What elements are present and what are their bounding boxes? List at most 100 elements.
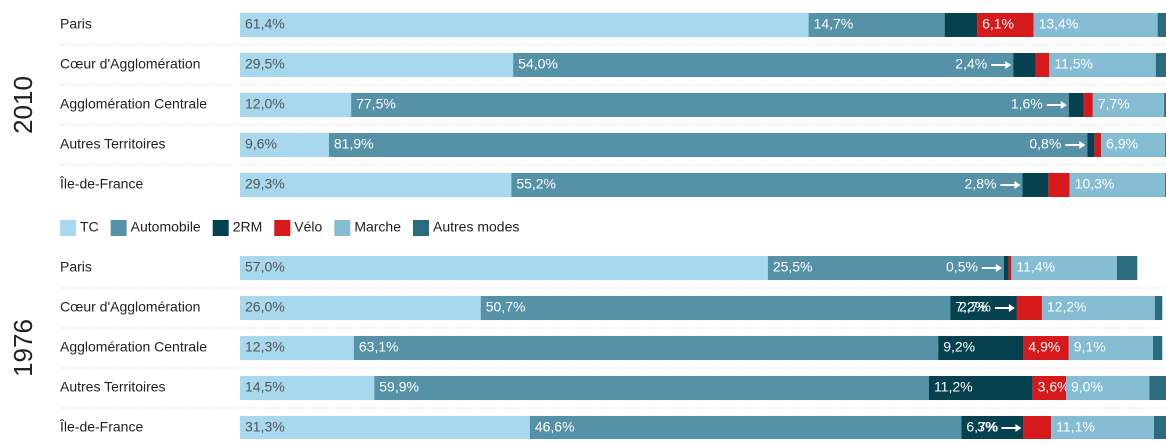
- bar-segment: [1049, 53, 1156, 77]
- category-label: Paris: [60, 259, 92, 275]
- value-label: 13,4%: [1039, 16, 1079, 32]
- label-arrowhead: [1014, 181, 1021, 189]
- value-label: 14,5%: [245, 379, 285, 395]
- bar-segment: [1023, 336, 1069, 360]
- bar-segment: [1087, 133, 1095, 157]
- bar-segment: [1069, 173, 1166, 197]
- bar-segment: [1003, 256, 1009, 280]
- bar-segment: [1155, 53, 1166, 77]
- value-label: 12,3%: [245, 339, 285, 355]
- value-label: 4,9%: [1028, 339, 1060, 355]
- category-label: Autres Territoires: [60, 136, 166, 152]
- value-label: 11,5%: [1054, 56, 1093, 72]
- bar-segment: [944, 13, 978, 37]
- value-label: 7,7%: [1098, 96, 1130, 112]
- bar-segment: [1149, 376, 1166, 400]
- bar-segment: [240, 296, 481, 320]
- bar-segment: [240, 53, 514, 77]
- bar-segment: [240, 93, 352, 117]
- bar-segment: [240, 256, 768, 280]
- bar-segment: [1065, 376, 1150, 400]
- value-label: 11,1%: [1056, 419, 1095, 435]
- value-label: 0,8%: [1029, 136, 1061, 152]
- year-label: 1976: [8, 319, 38, 377]
- bar-segment: [1008, 256, 1012, 280]
- legend-label: TC: [80, 219, 99, 235]
- value-label: 3,6%: [1038, 379, 1070, 395]
- bar-segment: [1032, 376, 1066, 400]
- value-label: 9,6%: [245, 136, 277, 152]
- value-label: 6,1%: [982, 16, 1014, 32]
- legend-swatch: [110, 220, 127, 236]
- bar-segment: [240, 416, 530, 440]
- value-label: 6,9%: [1106, 136, 1138, 152]
- bar-segment: [511, 173, 1023, 197]
- bar-segment: [240, 336, 354, 360]
- value-label: 9,2%: [943, 339, 975, 355]
- bar-segment: [1041, 296, 1155, 320]
- bar-segment: [1083, 93, 1093, 117]
- legend-label: 2RM: [233, 219, 263, 235]
- bar-segment: [1016, 296, 1042, 320]
- label-arrowhead: [1008, 304, 1015, 312]
- bar-segment: [1048, 173, 1070, 197]
- category-label: Autres Territoires: [60, 379, 166, 395]
- legend-label: Vélo: [294, 219, 322, 235]
- bar-segment: [1068, 93, 1084, 117]
- value-label: 81,9%: [334, 136, 374, 152]
- bar-segment: [1035, 53, 1050, 77]
- value-label: 54,0%: [518, 56, 558, 72]
- value-label: 55,2%: [516, 176, 556, 192]
- bar-segment: [1153, 416, 1166, 440]
- value-label: 29,3%: [245, 176, 285, 192]
- value-label: 2,8%: [965, 176, 997, 192]
- bar-segment: [1116, 256, 1138, 280]
- value-label: 3%: [977, 419, 997, 435]
- label-arrowhead: [1005, 61, 1012, 69]
- value-label: 14,7%: [814, 16, 854, 32]
- bar-segment: [240, 376, 375, 400]
- bar-segment: [1154, 296, 1163, 320]
- bar-segment: [240, 133, 329, 157]
- value-label: 1,6%: [1011, 96, 1043, 112]
- category-label: Île-de-France: [59, 176, 143, 192]
- value-label: 12,2%: [1047, 299, 1087, 315]
- legend-label: Marche: [354, 219, 401, 235]
- bar-segment: [1153, 336, 1163, 360]
- value-label: 12,0%: [245, 96, 285, 112]
- bar-segment: [977, 13, 1034, 37]
- value-label: 11,2%: [934, 379, 973, 395]
- bar-segment: [1164, 93, 1166, 117]
- bar-segment: [1051, 416, 1154, 440]
- bar-segment: [1033, 13, 1158, 37]
- category-label: Cœur d'Agglomération: [60, 299, 200, 315]
- value-label: 26,0%: [245, 299, 285, 315]
- value-label: 0,5%: [946, 259, 978, 275]
- value-label: 10,3%: [1075, 176, 1115, 192]
- value-label: 9,1%: [1074, 339, 1106, 355]
- legend-swatch: [413, 220, 429, 236]
- value-label: 46,6%: [535, 419, 575, 435]
- bar-segment: [928, 376, 1033, 400]
- label-arrowhead: [1015, 424, 1022, 432]
- value-label: 31,3%: [245, 419, 285, 435]
- bar-segment: [1068, 336, 1154, 360]
- bar-segment: [351, 93, 1069, 117]
- bar-segment: [1013, 53, 1036, 77]
- value-label: 61,4%: [245, 16, 285, 32]
- value-label: 57,0%: [245, 259, 285, 275]
- value-label: 11,4%: [1016, 259, 1055, 275]
- bar-segment: [240, 173, 512, 197]
- category-label: Agglomération Centrale: [60, 339, 207, 355]
- value-label: 29,5%: [245, 56, 285, 72]
- bar-segment: [1157, 13, 1166, 37]
- bar-segment: [240, 13, 809, 37]
- value-label: 2,4%: [955, 56, 987, 72]
- bar-segment: [938, 336, 1024, 360]
- value-label: 77,5%: [356, 96, 396, 112]
- bar-segment: [1022, 173, 1049, 197]
- category-label: Île-de-France: [59, 419, 143, 435]
- value-label: 9,0%: [1071, 379, 1103, 395]
- label-arrowhead: [1060, 101, 1067, 109]
- label-arrowhead: [995, 264, 1002, 272]
